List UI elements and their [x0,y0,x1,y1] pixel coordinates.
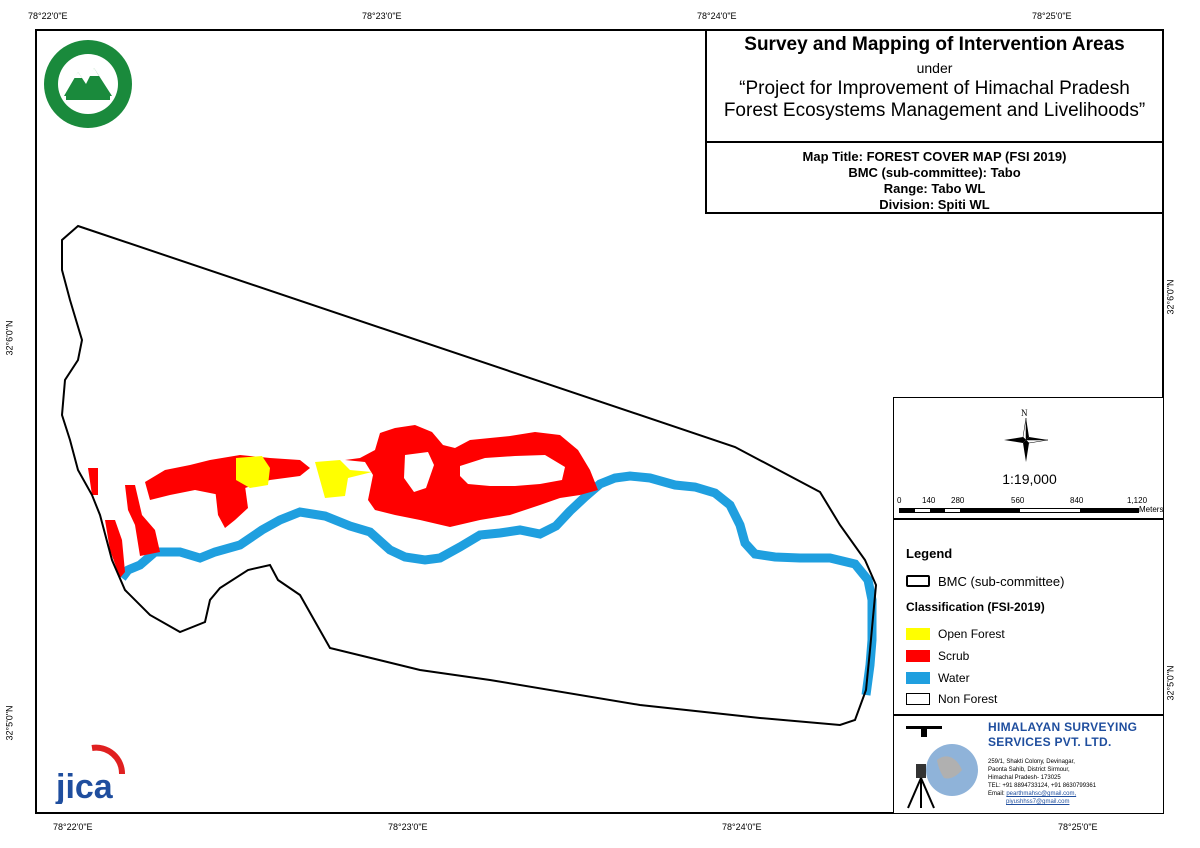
map-title: Map Title: FOREST COVER MAP (FSI 2019) [802,149,1067,164]
company-email: Email: pearthmahsc@gmail.com, [988,791,1076,798]
company-name-line1: HIMALAYAN SURVEYING [988,720,1138,734]
coord-right-2: 32°5'0"N [1165,665,1176,701]
scale-tick-0: 0 [897,496,902,505]
svg-text:jica: jica [55,768,114,804]
legend-label: Open Forest [938,627,1005,641]
company-panel: HIMALAYAN SURVEYING SERVICES PVT. LTD. 2… [893,715,1164,814]
scrub-swatch [906,650,930,662]
page-title: Survey and Mapping of Intervention Areas [744,34,1125,55]
scale-tick-3: 560 [1011,496,1025,505]
legend-item-open-forest: Open Forest [906,626,1005,642]
division-name: Division: Spiti WL [879,197,990,212]
company-address-2: Paonta Sahib, District Sirmour, [988,767,1070,773]
scale-ratio: 1:19,000 [1002,471,1057,487]
north-arrow-icon [1004,418,1048,462]
legend-heading: Legend [906,546,953,561]
coord-left-1: 32°6'0"N [4,320,15,356]
open-forest-patches [236,456,372,498]
email-link-1[interactable]: pearthmahsc@gmail.com, [1006,791,1077,797]
scale-tick-5: 1,120 [1127,496,1148,505]
company-address-3: Himachal Pradesh- 173025 [988,775,1061,781]
bmc-name: BMC (sub-committee): Tabo [848,165,1021,180]
scale-tick-4: 840 [1070,496,1084,505]
open-forest-swatch [906,628,930,640]
legend-item-bmc: BMC (sub-committee) [906,573,1064,589]
legend-panel: Legend BMC (sub-committee) Classificatio… [893,519,1164,715]
email-link-2[interactable]: piyushhss7@gmail.com [1006,799,1070,805]
legend-item-non-forest: Non Forest [906,691,997,707]
forest-department-logo [42,38,134,130]
company-name-line2: SERVICES PVT. LTD. [988,735,1112,749]
north-label: N [1021,408,1028,418]
coord-bottom-4: 78°25'0"E [1058,822,1098,832]
coord-left-2: 32°5'0"N [4,705,15,741]
non-forest-swatch [906,693,930,705]
coord-top-3: 78°24'0"E [697,11,737,21]
map-canvas[interactable] [37,31,1162,812]
company-tel: TEL: +91 8894733124, +91 8630799361 [988,783,1097,789]
project-title-line1: “Project for Improvement of Himachal Pra… [739,78,1130,99]
map-info: Map Title: FOREST COVER MAP (FSI 2019) B… [707,149,1162,213]
scale-bar [899,508,1139,513]
title-panel: Survey and Mapping of Intervention Areas… [705,29,1164,214]
legend-item-scrub: Scrub [906,648,969,664]
coord-top-4: 78°25'0"E [1032,11,1072,21]
scale-tick-2: 280 [951,496,965,505]
range-name: Range: Tabo WL [883,181,986,196]
classification-heading: Classification (FSI-2019) [906,600,1045,614]
project-title-line2: Forest Ecosystems Management and Livelih… [723,100,1146,121]
project-title: “Project for Improvement of Himachal Pra… [707,78,1162,122]
company-address-1: 259/1, Shakti Colony, Devinagar, [988,759,1075,765]
scale-unit: Meters [1139,505,1164,514]
legend-label: Non Forest [938,692,998,706]
water-swatch [906,672,930,684]
coord-top-1: 78°22'0"E [28,11,68,21]
north-scale-panel: N 1:19,000 0 140 280 560 840 1,120 Meter… [893,397,1164,519]
coord-top-2: 78°23'0"E [362,11,402,21]
legend-item-water: Water [906,670,970,686]
jica-logo: jica [52,744,132,806]
legend-label-bmc: BMC (sub-committee) [938,573,1065,589]
coord-bottom-2: 78°23'0"E [388,822,428,832]
coord-right-1: 32°6'0"N [1165,279,1176,315]
coord-bottom-3: 78°24'0"E [722,822,762,832]
title-under: under [916,60,953,76]
coord-bottom-1: 78°22'0"E [53,822,93,832]
water-river [118,471,877,696]
legend-label: Water [938,671,970,685]
scale-tick-1: 140 [922,496,936,505]
legend-label: Scrub [938,649,970,663]
surveyor-logo-icon [906,726,978,809]
bmc-swatch [906,575,930,587]
bmc-boundary [60,224,878,727]
email-label: Email: [988,791,1005,797]
divider [707,141,1162,143]
